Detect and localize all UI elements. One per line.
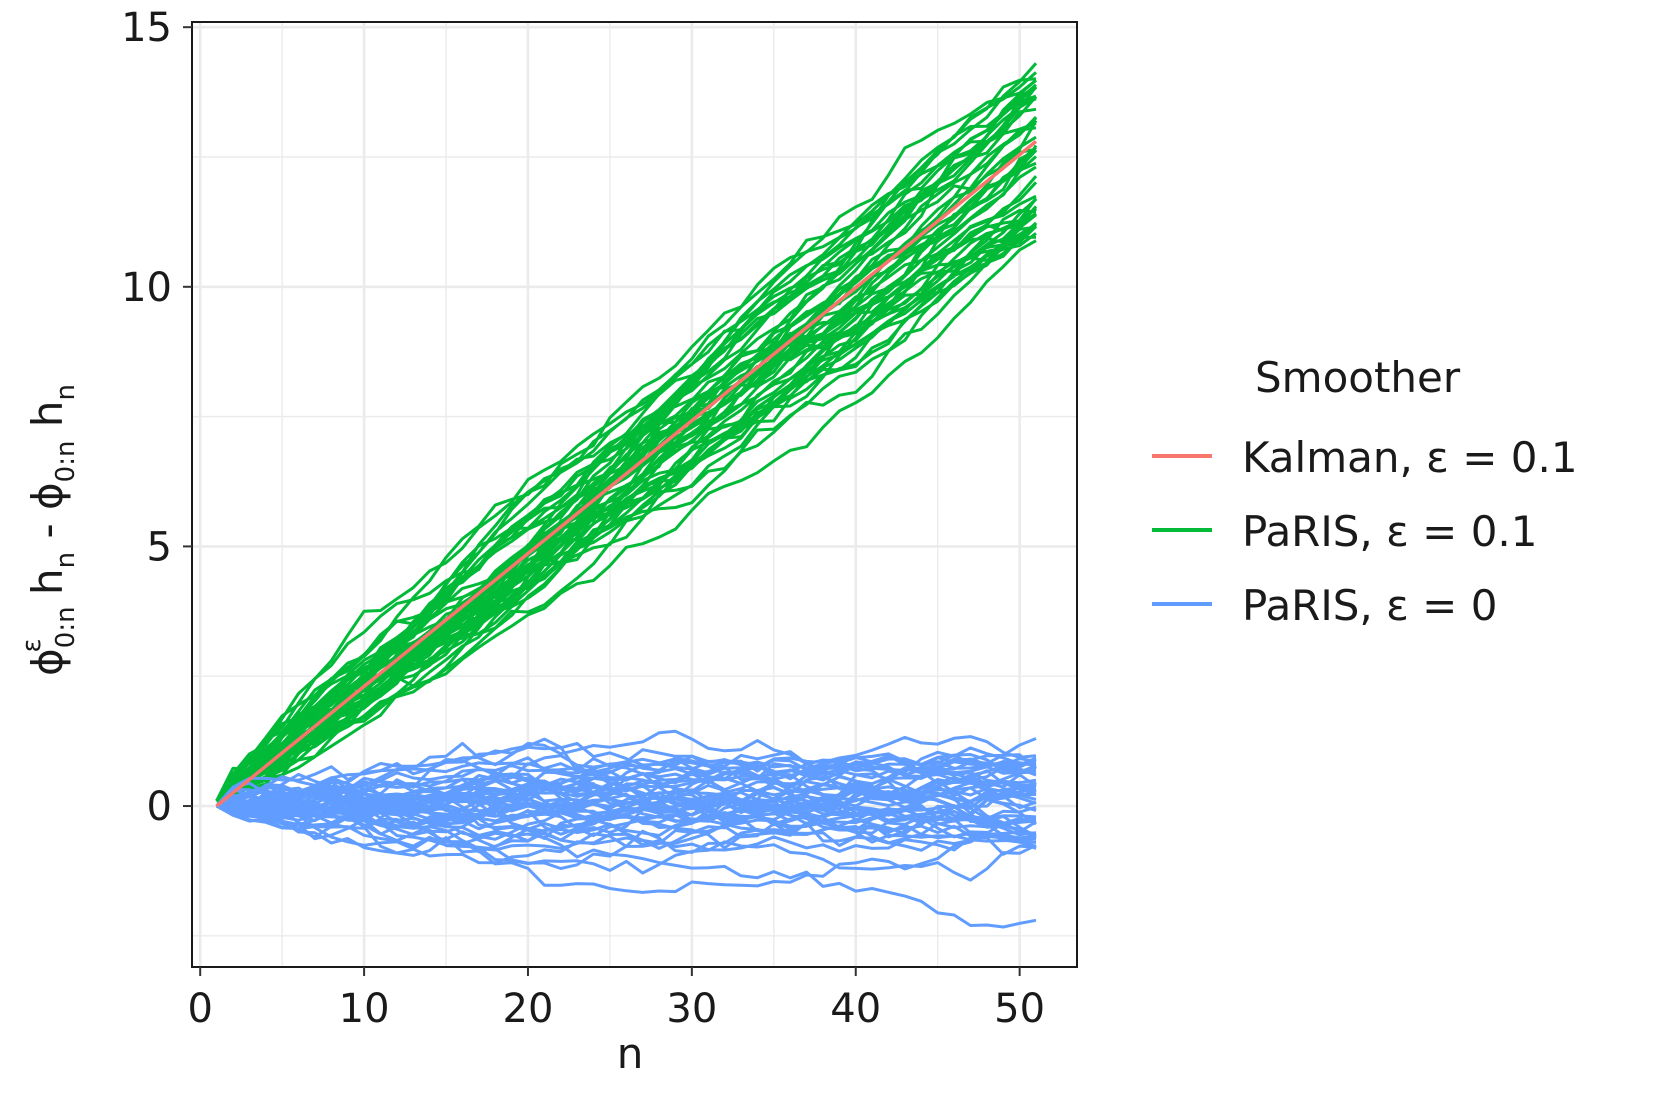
legend-title: Smoother	[1255, 353, 1461, 402]
line-paris-eps-0-1	[215, 222, 1038, 803]
y-title-h2-sub: n	[51, 384, 81, 400]
legend-item-kalman: Kalman, ε = 0.1	[1152, 433, 1578, 482]
line-paris-eps-0	[216, 780, 1037, 845]
x-tick-label: 20	[503, 986, 554, 1032]
x-tick-label: 50	[994, 986, 1045, 1032]
y-title-sub2: 0:n	[51, 441, 81, 483]
legend-label-paris-eps-0: PaRIS, ε = 0	[1242, 581, 1497, 630]
line-paris-eps-0-1	[215, 213, 1037, 802]
series-paris-eps-0	[215, 729, 1037, 929]
y-axis: 0 5 10 15	[121, 5, 192, 830]
legend-item-paris-eps-0: PaRIS, ε = 0	[1152, 581, 1497, 630]
y-title-h1-sub: n	[51, 552, 81, 568]
x-axis-title: n	[617, 1029, 644, 1078]
line-paris-eps-0	[215, 754, 1037, 808]
line-paris-eps-0	[215, 785, 1037, 819]
line-paris-eps-0	[216, 801, 1037, 865]
x-tick-label: 0	[187, 986, 212, 1032]
y-title-phi2: ϕ	[23, 482, 72, 510]
y-title-h2: h	[23, 401, 72, 428]
line-paris-eps-0	[216, 772, 1037, 824]
line-paris-eps-0	[216, 764, 1037, 842]
line-paris-eps-0	[216, 804, 1037, 882]
line-paris-eps-0	[215, 778, 1037, 837]
x-tick-label: 40	[830, 986, 881, 1032]
y-tick-label: 15	[121, 5, 172, 51]
series-kalman	[215, 140, 1038, 808]
y-title-sub: 0:n	[51, 606, 81, 648]
legend-item-paris-eps-0-1: PaRIS, ε = 0.1	[1152, 507, 1538, 556]
legend: Smoother Kalman, ε = 0.1 PaRIS, ε = 0.1 …	[1152, 353, 1578, 630]
y-title-h1: h	[23, 568, 72, 595]
y-tick-label: 0	[147, 784, 172, 830]
x-axis: 0 10 20 30 40 50	[187, 967, 1045, 1032]
svg-text:ϕ0:nε hn - ϕ0:n hn: ϕ0:nε hn - ϕ0:n hn	[17, 384, 81, 676]
line-paris-eps-0-1	[215, 79, 1037, 802]
y-title-minus: -	[23, 523, 72, 538]
y-title-phi: ϕ	[23, 648, 72, 676]
legend-label-paris-eps-0-1: PaRIS, ε = 0.1	[1242, 507, 1538, 556]
y-title-sup: ε	[17, 638, 47, 652]
line-paris-eps-0-1	[215, 95, 1038, 803]
y-tick-label: 5	[147, 524, 172, 570]
y-axis-title: ϕ0:nε hn - ϕ0:n hn	[17, 384, 81, 676]
line-paris-eps-0	[216, 757, 1037, 841]
line-paris-eps-0	[215, 729, 1037, 807]
line-paris-eps-0	[215, 784, 1037, 838]
panel-border	[191, 21, 1078, 968]
line-kalman	[215, 140, 1038, 808]
legend-label-kalman: Kalman, ε = 0.1	[1242, 433, 1578, 482]
x-tick-label: 10	[339, 986, 390, 1032]
series-paris-eps-0-1	[215, 62, 1038, 805]
x-tick-label: 30	[666, 986, 717, 1032]
y-tick-label: 10	[121, 265, 172, 311]
line-paris-eps-0-1	[215, 235, 1037, 802]
line-paris-eps-0-1	[215, 94, 1037, 803]
line-paris-eps-0-1	[216, 78, 1037, 803]
